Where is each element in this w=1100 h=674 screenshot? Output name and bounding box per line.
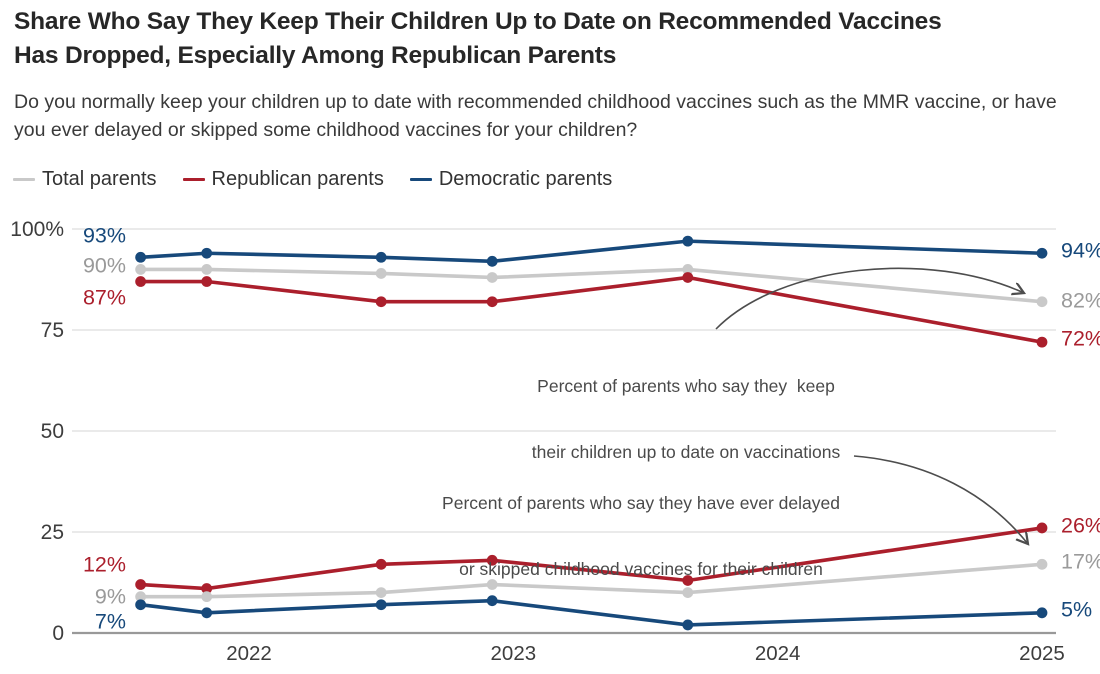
data-point — [682, 587, 694, 598]
x-axis-label: 2022 — [226, 642, 272, 665]
legend-item-democratic-parents: Democratic parents — [409, 168, 613, 191]
data-point — [1036, 522, 1048, 534]
legend-item-republican-parents: Republican parents — [182, 168, 384, 191]
legend-label: Democratic parents — [438, 168, 613, 190]
series-start-label: 12% — [83, 552, 126, 576]
y-axis-label: 75 — [41, 319, 64, 342]
series-start-label: 7% — [95, 609, 126, 633]
legend-item-total-parents: Total parents — [13, 168, 157, 191]
x-axis-label: 2024 — [755, 642, 801, 665]
series-start-label: 93% — [83, 223, 126, 247]
data-point — [201, 583, 213, 594]
annotation-arrow-delayed — [853, 455, 1028, 544]
annotation-line: Percent of parents who say they have eve… — [442, 493, 840, 513]
annotation-keep-up-to-date: Percent of parents who say they keep the… — [532, 331, 840, 507]
data-point — [486, 255, 498, 267]
data-point — [375, 558, 387, 570]
line-total-parents-keep-up-to-date — [138, 267, 1044, 304]
data-point — [135, 579, 147, 590]
series-start-label: 90% — [83, 253, 126, 277]
chart-title-line2: Has Dropped, Especially Among Republican… — [14, 42, 617, 69]
data-point — [375, 296, 387, 308]
data-point — [1036, 296, 1048, 308]
data-point — [201, 264, 213, 275]
data-point — [135, 599, 147, 611]
legend: Total parents Republican parents Democra… — [13, 168, 612, 191]
legend-label: Republican parents — [211, 168, 384, 190]
data-point — [201, 591, 213, 603]
legend-swatch-republican-parents — [182, 177, 205, 182]
legend-swatch-total-parents — [13, 177, 35, 182]
data-point — [375, 251, 387, 263]
y-axis-label: 0 — [52, 622, 64, 645]
line-democratic-parents-keep-up-to-date — [138, 239, 1044, 264]
data-point — [1036, 336, 1048, 348]
data-point — [682, 575, 694, 586]
data-point — [375, 599, 387, 611]
x-axis-label: 2023 — [491, 642, 537, 665]
annotation-line: Percent of parents who say they keep — [537, 376, 835, 396]
series-end-label: 82% — [1061, 288, 1100, 312]
data-point — [135, 264, 147, 275]
data-point — [682, 235, 694, 247]
y-axis-label: 50 — [41, 420, 64, 443]
data-point — [201, 247, 213, 259]
data-point — [135, 251, 147, 263]
data-point — [682, 272, 694, 283]
annotation-line: their children up to date on vaccination… — [531, 442, 841, 462]
annotation-line: or skipped childhood vaccines for their … — [459, 559, 823, 579]
annotation-arrow-keep — [715, 267, 1024, 330]
line-democratic-parents-delayed-or-skipped — [138, 598, 1044, 627]
series-start-label: 9% — [95, 584, 126, 608]
data-point — [1036, 607, 1048, 619]
line-republican-parents-delayed-or-skipped — [138, 526, 1044, 591]
data-point — [1036, 558, 1048, 570]
y-axis-label: 100% — [10, 218, 64, 241]
data-point — [486, 272, 498, 283]
legend-swatch-democratic-parents — [409, 177, 432, 182]
data-point — [201, 276, 213, 287]
data-point — [375, 587, 387, 598]
series-end-label: 26% — [1061, 513, 1100, 537]
chart: 100% 75 50 25 0 2022 2023 2024 2025 93% 94% 90% 82% 8… — [10, 218, 1100, 665]
data-point — [135, 591, 147, 603]
chart-title-line1: Share Who Say They Keep Their Children U… — [14, 8, 942, 35]
annotation-delayed-skipped: Percent of parents who say they have eve… — [442, 448, 840, 624]
series-end-label: 72% — [1061, 326, 1100, 350]
chart-title: Share Who Say They Keep Their Children U… — [14, 5, 1092, 73]
data-point — [486, 554, 498, 566]
data-point — [486, 595, 498, 607]
data-point — [1036, 247, 1048, 259]
data-point — [375, 268, 387, 279]
data-point — [486, 579, 498, 590]
data-point — [135, 276, 147, 287]
series-end-label: 17% — [1061, 549, 1100, 573]
line-total-parents-delayed-or-skipped — [138, 562, 1044, 599]
x-axis-label: 2025 — [1019, 642, 1065, 665]
data-point — [682, 619, 694, 631]
line-republican-parents-keep-up-to-date — [138, 275, 1044, 344]
data-point — [486, 296, 498, 308]
legend-label: Total parents — [42, 168, 157, 190]
series-end-label: 5% — [1061, 597, 1092, 621]
data-point — [682, 264, 694, 275]
y-axis-label: 25 — [41, 521, 64, 544]
series-start-label: 87% — [83, 285, 126, 309]
series-end-label: 94% — [1061, 238, 1100, 262]
survey-question: Do you normally keep your children up to… — [14, 91, 1057, 141]
data-point — [201, 607, 213, 619]
